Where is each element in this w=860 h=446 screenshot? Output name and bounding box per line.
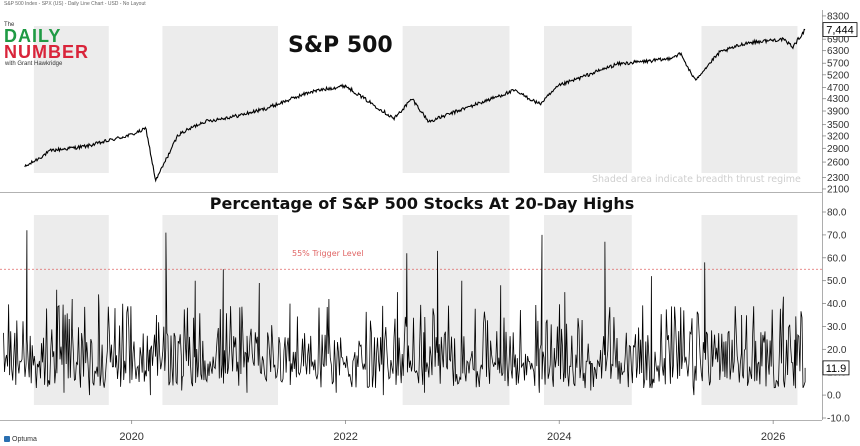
regime-band-top-0 [33,26,109,173]
top-y-tick-label-11: 2900 [827,144,850,155]
last-value-box-bottom [822,360,850,376]
top-y-tick-label-4: 5700 [827,59,850,70]
logo-the: The [4,22,15,28]
top-y-tick-label-0: 8300 [827,11,850,22]
regime-band-top-3 [544,26,632,173]
x-axis-ticks: 2020 2022 2024 2026 [119,420,785,443]
daily-number-logo: The DAILY NUMBER with Grant Hawkridge [3,22,89,67]
bottom-y-tick-label-1: 70.0 [827,230,847,241]
trigger-label: 55% Trigger Level [292,249,364,258]
source-caption: S&P 500 Index - SPX (US) - Daily Line Ch… [4,1,146,7]
plot-frame [0,10,823,421]
spx-series-line [24,28,806,183]
x-tick-label-3: 2026 [761,431,785,443]
regime-band-bottom-3 [544,215,632,405]
top-chart-title: S&P 500 [288,33,393,58]
top-y-tick-label-10: 3200 [827,131,850,142]
top-y-tick-label-12: 2600 [827,158,850,169]
bottom-y-tick-label-9: -10.0 [827,414,850,425]
bottom-y-tick-label-4: 40.0 [827,299,847,310]
regime-band-top-4 [701,26,798,173]
top-y-tick-label-7: 4300 [827,94,850,105]
bottom-y-tick-label-2: 60.0 [827,253,847,264]
optuma-icon [4,436,10,443]
breadth-series-line [3,230,806,396]
last-value-box-top [822,22,858,38]
regime-band-top-2 [402,26,510,173]
bottom-y-tick-label-3: 50.0 [827,276,847,287]
top-y-tick-label-8: 3900 [827,107,850,118]
top-y-tick-label-13: 2300 [827,173,850,184]
bottom-axis-ticks: 80.070.060.050.040.030.020.010.00.0-10.0 [822,208,850,425]
regime-band-top-1 [162,26,278,173]
top-y-tick-label-6: 4700 [827,83,850,94]
bottom-chart-title: Percentage of S&P 500 Stocks At 20-Day H… [209,194,635,213]
last-value-label-top: 7,444 [826,25,854,37]
bottom-y-tick-label-8: 0.0 [827,391,841,402]
top-y-tick-label-9: 3500 [827,120,850,131]
last-value-marker-top: 7,444 [822,22,858,38]
x-tick-label-1: 2022 [333,431,357,443]
bottom-y-tick-label-0: 80.0 [827,208,847,219]
top-axis-ticks: 8300760069006300570052004700430039003500… [822,11,850,195]
top-y-tick-label-3: 6300 [827,46,850,57]
last-value-marker-bottom: 11.9 [822,360,850,376]
logo-daily: DAILY [4,26,62,46]
logo-with: with Grant Hawkridge [5,61,63,67]
x-tick-label-2: 2024 [547,431,571,443]
regime-note: Shaded area indicate breadth thrust regi… [592,174,801,185]
optuma-brand: Optuma [4,436,37,443]
regime-shading-top [33,26,798,173]
top-y-tick-label-14: 2100 [827,184,850,195]
top-y-tick-label-5: 5200 [827,70,850,81]
bottom-y-tick-label-5: 30.0 [827,322,847,333]
bottom-y-tick-label-6: 20.0 [827,345,847,356]
regime-shading-bottom [33,215,798,405]
logo-number: NUMBER [4,42,89,62]
optuma-label: Optuma [12,436,37,443]
last-value-label-bottom: 11.9 [826,363,847,375]
top-y-tick-label-2: 6900 [827,35,850,46]
x-tick-label-0: 2020 [119,431,143,443]
